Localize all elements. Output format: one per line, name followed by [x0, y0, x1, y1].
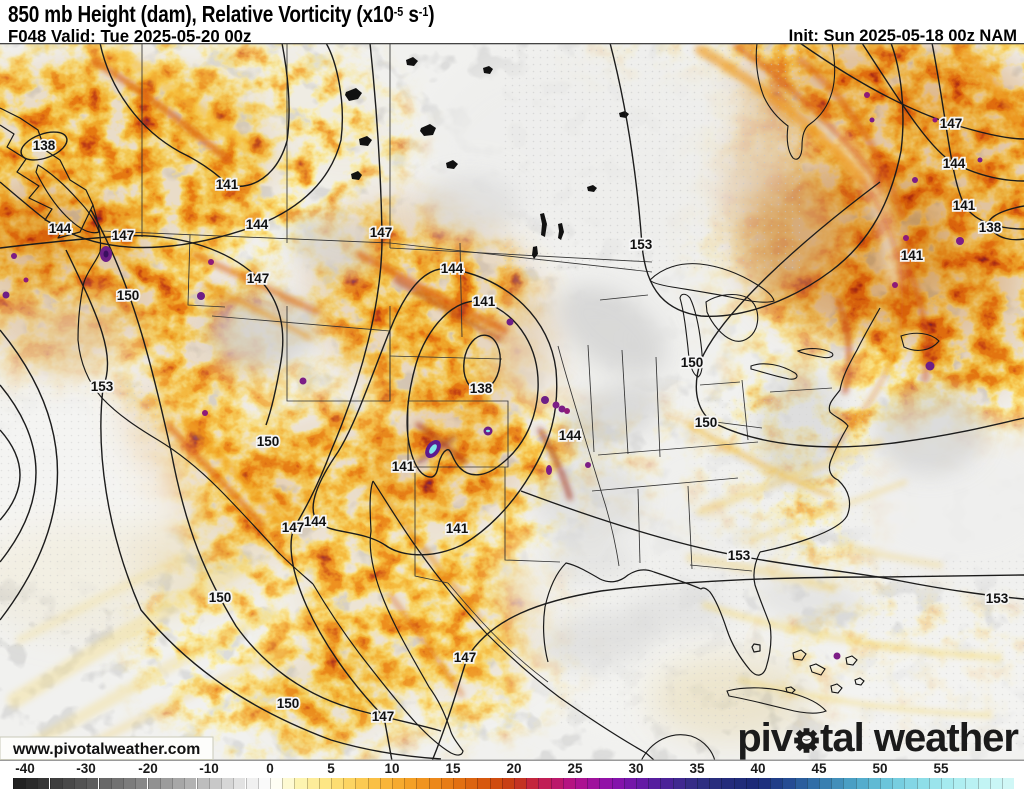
svg-text:150: 150 [257, 434, 280, 449]
svg-text:141: 141 [446, 521, 469, 536]
svg-text:153: 153 [91, 379, 114, 394]
svg-text:141: 141 [392, 459, 415, 474]
svg-text:147: 147 [372, 709, 395, 724]
svg-text:138: 138 [979, 220, 1002, 235]
svg-text:144: 144 [559, 428, 582, 443]
svg-text:150: 150 [277, 696, 300, 711]
svg-text:147: 147 [940, 116, 963, 131]
svg-text:150: 150 [681, 355, 704, 370]
svg-text:153: 153 [986, 591, 1009, 606]
svg-text:144: 144 [49, 221, 72, 236]
svg-text:153: 153 [630, 237, 653, 252]
svg-text:141: 141 [901, 248, 924, 263]
svg-text:144: 144 [304, 514, 327, 529]
svg-text:141: 141 [216, 177, 239, 192]
svg-text:144: 144 [943, 156, 966, 171]
svg-text:www.pivotalweather.com: www.pivotalweather.com [12, 741, 200, 758]
svg-text:150: 150 [117, 288, 140, 303]
svg-text:138: 138 [33, 138, 56, 153]
svg-text:147: 147 [112, 228, 135, 243]
svg-text:147: 147 [282, 520, 305, 535]
svg-text:141: 141 [953, 198, 976, 213]
svg-text:144: 144 [441, 261, 464, 276]
svg-text:150: 150 [209, 590, 232, 605]
svg-text:138: 138 [470, 381, 493, 396]
svg-text:147: 147 [370, 225, 393, 240]
svg-text:150: 150 [695, 415, 718, 430]
svg-text:144: 144 [246, 217, 269, 232]
svg-text:147: 147 [454, 650, 477, 665]
svg-text:147: 147 [247, 271, 270, 286]
svg-text:141: 141 [473, 294, 496, 309]
svg-text:153: 153 [728, 548, 751, 563]
